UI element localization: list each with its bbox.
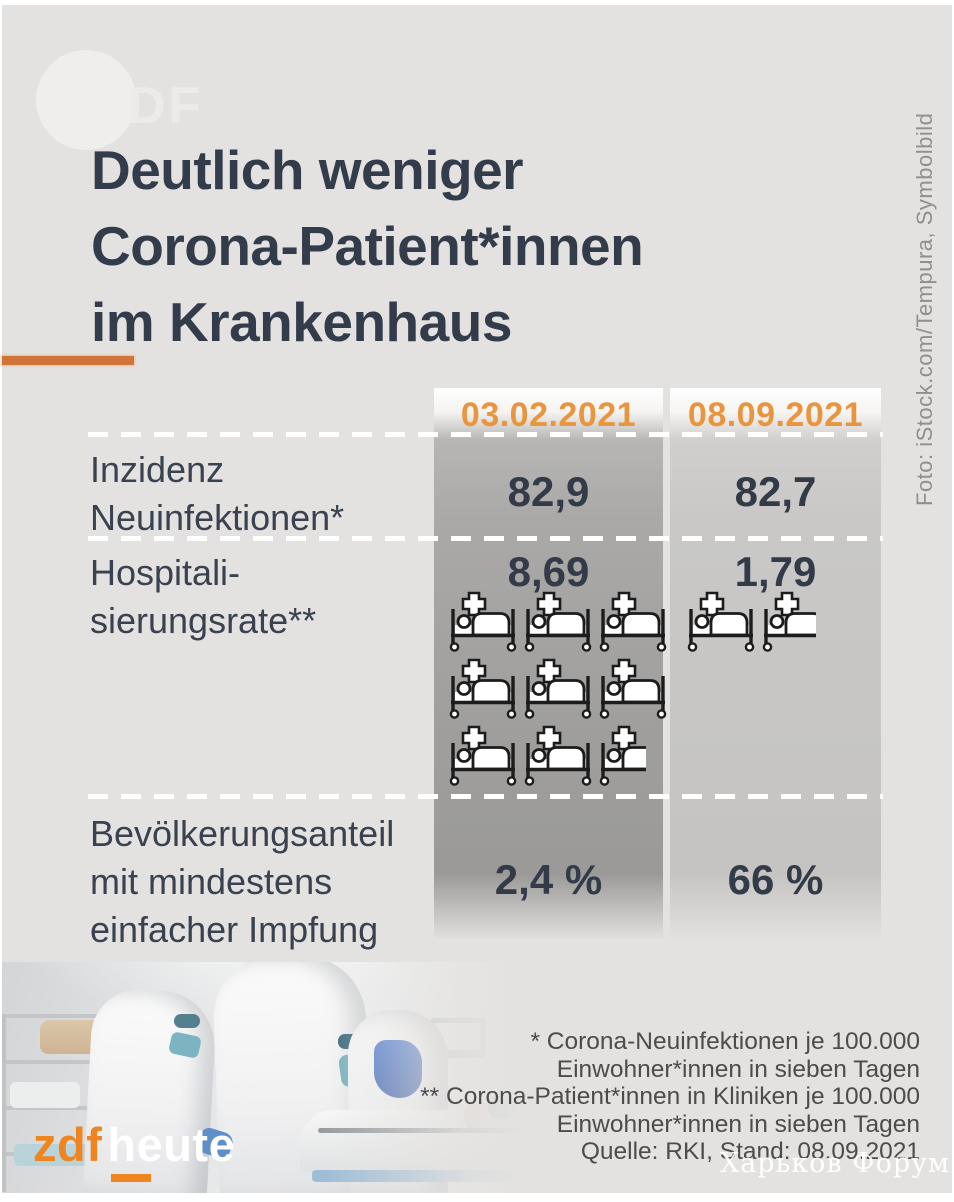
forum-watermark: Харьков Форум xyxy=(719,1148,950,1179)
column-header-feb: 03.02.2021 xyxy=(460,396,637,434)
hospital-bed-icon-partial xyxy=(761,590,816,652)
value-incidence-feb: 82,9 xyxy=(507,468,590,515)
footnote-line: * Corona-Neuinfektionen je 100.000 xyxy=(530,1028,920,1055)
row-label-hospitalisation: Hospitali- sierungsrate** xyxy=(90,552,317,641)
zdf-logo-watermark: DF xyxy=(36,50,206,155)
bed-pictogram-group-sep xyxy=(686,590,856,657)
title-line-3: im Krankenhaus xyxy=(91,291,512,353)
value-incidence-sep: 82,7 xyxy=(734,468,817,515)
row-separator xyxy=(88,432,883,437)
column-header-sep: 08.09.2021 xyxy=(687,396,864,434)
value-hospitalisation-feb: 8,69 xyxy=(507,548,590,595)
zdfheute-logo: zdf heute xyxy=(33,1118,236,1171)
photo-credit: Foto: iStock.com/Tempura, Symbolbild xyxy=(912,112,937,506)
title-line-1: Deutlich weniger xyxy=(91,139,524,201)
hospital-bed-icon xyxy=(448,724,518,786)
footnote-line: Einwohner*innen in sieben Tagen xyxy=(556,1055,920,1083)
title-line-2: Corona-Patient*innen xyxy=(91,215,644,277)
zdf-logo-circle-icon xyxy=(36,50,136,150)
value-hospitalisation-sep: 1,79 xyxy=(734,548,817,595)
bed-pictogram-group-feb xyxy=(448,590,676,791)
zdfheute-underline xyxy=(111,1174,151,1182)
column-08-09-2021 xyxy=(670,388,881,944)
hospital-photo: zdf heute xyxy=(2,962,522,1193)
row-label-vaccination: Bevölkerungsanteil mit mindestens einfac… xyxy=(90,813,395,950)
source-line: Quelle: RKI, Stand: 08.09.2021 xyxy=(580,1138,920,1165)
footnote-line: ** Corona-Patient*innen in Kliniken je 1… xyxy=(420,1083,920,1110)
zdf-logo-letters: DF xyxy=(128,77,204,135)
hospital-bed-icon xyxy=(523,724,593,786)
footnotes: * Corona-Neuinfektionen je 100.000 Einwo… xyxy=(420,1028,920,1166)
footnote-line: Einwohner*innen in sieben Tagen xyxy=(556,1110,920,1138)
hospital-bed-icon xyxy=(598,590,668,652)
hospital-bed-icon xyxy=(598,657,668,719)
page-title: Deutlich weniger Corona-Patient*innen im… xyxy=(91,132,644,360)
row-label-incidence: Inzidenz Neuinfektionen* xyxy=(90,449,345,538)
title-underline xyxy=(2,356,134,365)
row-separator xyxy=(88,536,883,541)
hospital-bed-icon xyxy=(523,590,593,652)
value-vaccination-sep: 66 % xyxy=(727,856,824,903)
row-separator xyxy=(88,794,883,799)
hospital-bed-icon xyxy=(686,590,756,652)
hospital-bed-icon-partial xyxy=(598,724,646,786)
hospital-bed-icon xyxy=(523,657,593,719)
hospital-bed-icon xyxy=(448,657,518,719)
value-vaccination-feb: 2,4 % xyxy=(494,856,603,903)
hospital-bed-icon xyxy=(448,590,518,652)
